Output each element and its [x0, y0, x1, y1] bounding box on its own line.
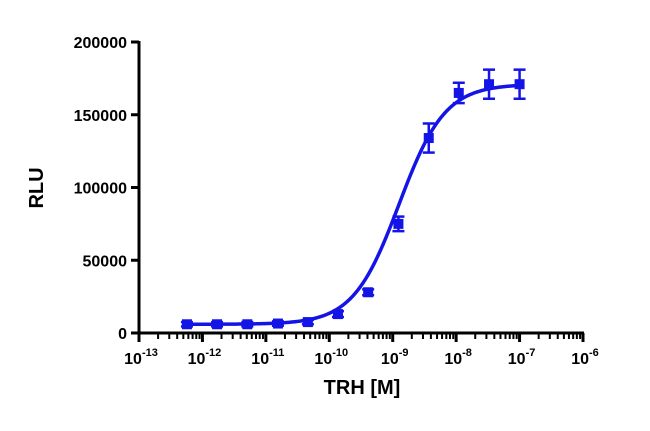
data-point: [181, 319, 192, 330]
x-tick-exponent: -7: [526, 347, 536, 359]
fit-curve: [186, 83, 520, 326]
x-tick-label: 10-10: [314, 347, 348, 368]
y-tick-label: 100000: [74, 181, 127, 198]
x-tick-exponent: -12: [205, 347, 221, 359]
x-tick-exponent: -11: [269, 347, 284, 359]
data-point: [484, 79, 495, 90]
x-tick-exponent: -6: [589, 347, 599, 359]
y-axis-title: RLU: [26, 167, 48, 208]
data-point: [242, 319, 253, 330]
x-tick-exponent: -8: [462, 347, 472, 359]
data-point: [393, 218, 404, 229]
x-tick-exponent: -13: [142, 347, 158, 359]
x-tick-label: 10-9: [381, 347, 409, 368]
x-tick-base: 10: [124, 351, 142, 368]
x-axis-title: TRH [M]: [324, 377, 401, 399]
x-tick-base: 10: [381, 351, 399, 368]
x-tick-label: 10-12: [188, 347, 222, 368]
y-tick-label: 200000: [74, 35, 127, 52]
x-tick-exponent: -9: [399, 347, 409, 359]
x-tick-base: 10: [188, 351, 206, 368]
x-tick-label: 10-11: [251, 347, 284, 368]
x-tick-label: 10-8: [444, 347, 472, 368]
data-point: [332, 309, 343, 320]
data-point: [453, 87, 464, 98]
y-tick-label: 150000: [74, 108, 127, 125]
y-tick-label: 0: [118, 326, 127, 343]
x-tick-base: 10: [508, 351, 526, 368]
data-points-layer: [180, 68, 526, 330]
data-point: [212, 319, 223, 330]
x-tick-base: 10: [314, 351, 332, 368]
x-tick-base: 10: [571, 351, 589, 368]
y-tick-label: 50000: [83, 253, 128, 270]
x-tick-label: 10-7: [508, 347, 536, 368]
data-point: [272, 318, 283, 329]
data-point: [514, 79, 525, 90]
fit-curve-layer: [186, 83, 520, 326]
x-tick-exponent: -10: [332, 347, 348, 359]
data-point: [423, 133, 434, 144]
data-point: [363, 287, 374, 298]
x-tick-label: 10-6: [571, 347, 599, 368]
data-point: [302, 317, 313, 328]
x-tick-base: 10: [251, 351, 269, 368]
x-tick-base: 10: [444, 351, 462, 368]
x-tick-label: 10-13: [124, 347, 158, 368]
